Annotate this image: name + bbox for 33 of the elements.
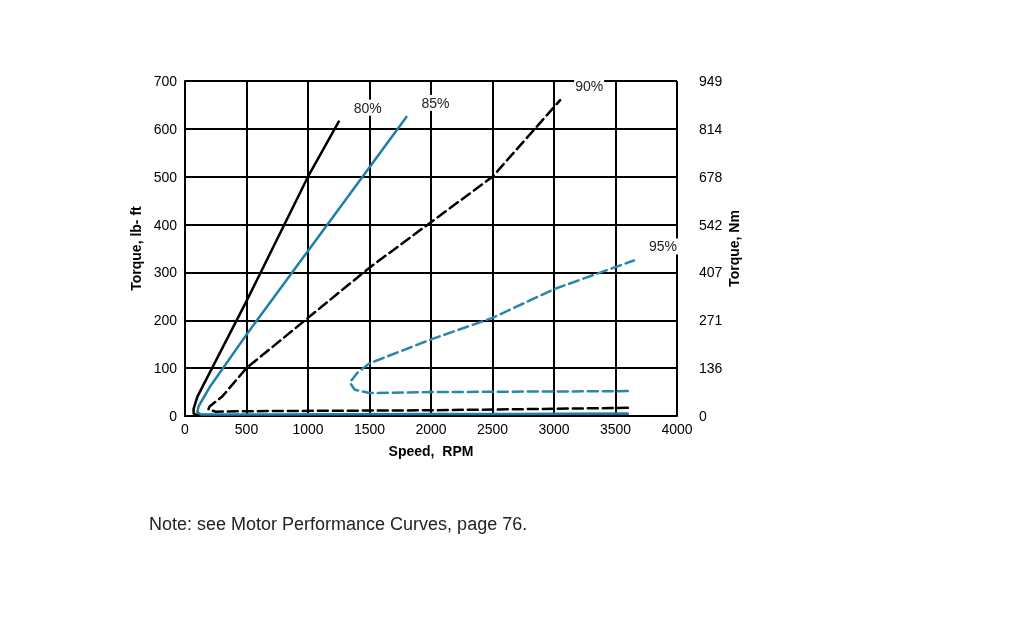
y-tick-label: 300 [153, 264, 178, 281]
x-tick-label: 4000 [661, 421, 693, 437]
x-axis-title: Speed, RPM [388, 443, 474, 459]
y2-tick-label: 136 [699, 359, 723, 376]
x-tick-label: 1500 [353, 421, 386, 437]
y2-tick-label: 542 [699, 216, 723, 233]
y2-tick-label: 949 [699, 73, 723, 89]
y2-tick-label: 271 [699, 312, 723, 329]
series-label: 95% [648, 238, 677, 255]
series-label: 80% [353, 99, 382, 116]
y-tick-label: 200 [153, 312, 178, 329]
x-tick-label: 3500 [599, 421, 632, 437]
y-tick-label: 600 [153, 120, 178, 137]
y-tick-label: 500 [153, 168, 178, 185]
y2-tick-label: 407 [699, 264, 723, 281]
y2-tick-label: 814 [699, 120, 723, 137]
y-tick-label: 0 [169, 408, 178, 424]
x-tick-label: 2000 [415, 421, 447, 437]
x-tick-label: 1000 [292, 421, 324, 437]
series-label: 90% [575, 78, 604, 95]
series-label: 85% [421, 94, 450, 111]
y-tick-label: 100 [153, 360, 178, 377]
y2-axis-title: Torque, Nm [726, 210, 742, 287]
x-tick-label: 0 [181, 421, 190, 437]
y2-tick-label: 0 [699, 408, 707, 424]
y-axis-title: Torque, lb- ft [128, 205, 144, 291]
text: Note: see Motor Performance Curves, page 76. [149, 514, 528, 534]
y2-tick-label: 678 [699, 168, 723, 185]
x-tick-label: 2500 [476, 421, 509, 437]
x-tick-label: 3000 [538, 421, 570, 437]
y-tick-label: 400 [153, 216, 178, 233]
x-tick-label: 500 [234, 421, 259, 437]
y-tick-label: 700 [153, 73, 178, 89]
